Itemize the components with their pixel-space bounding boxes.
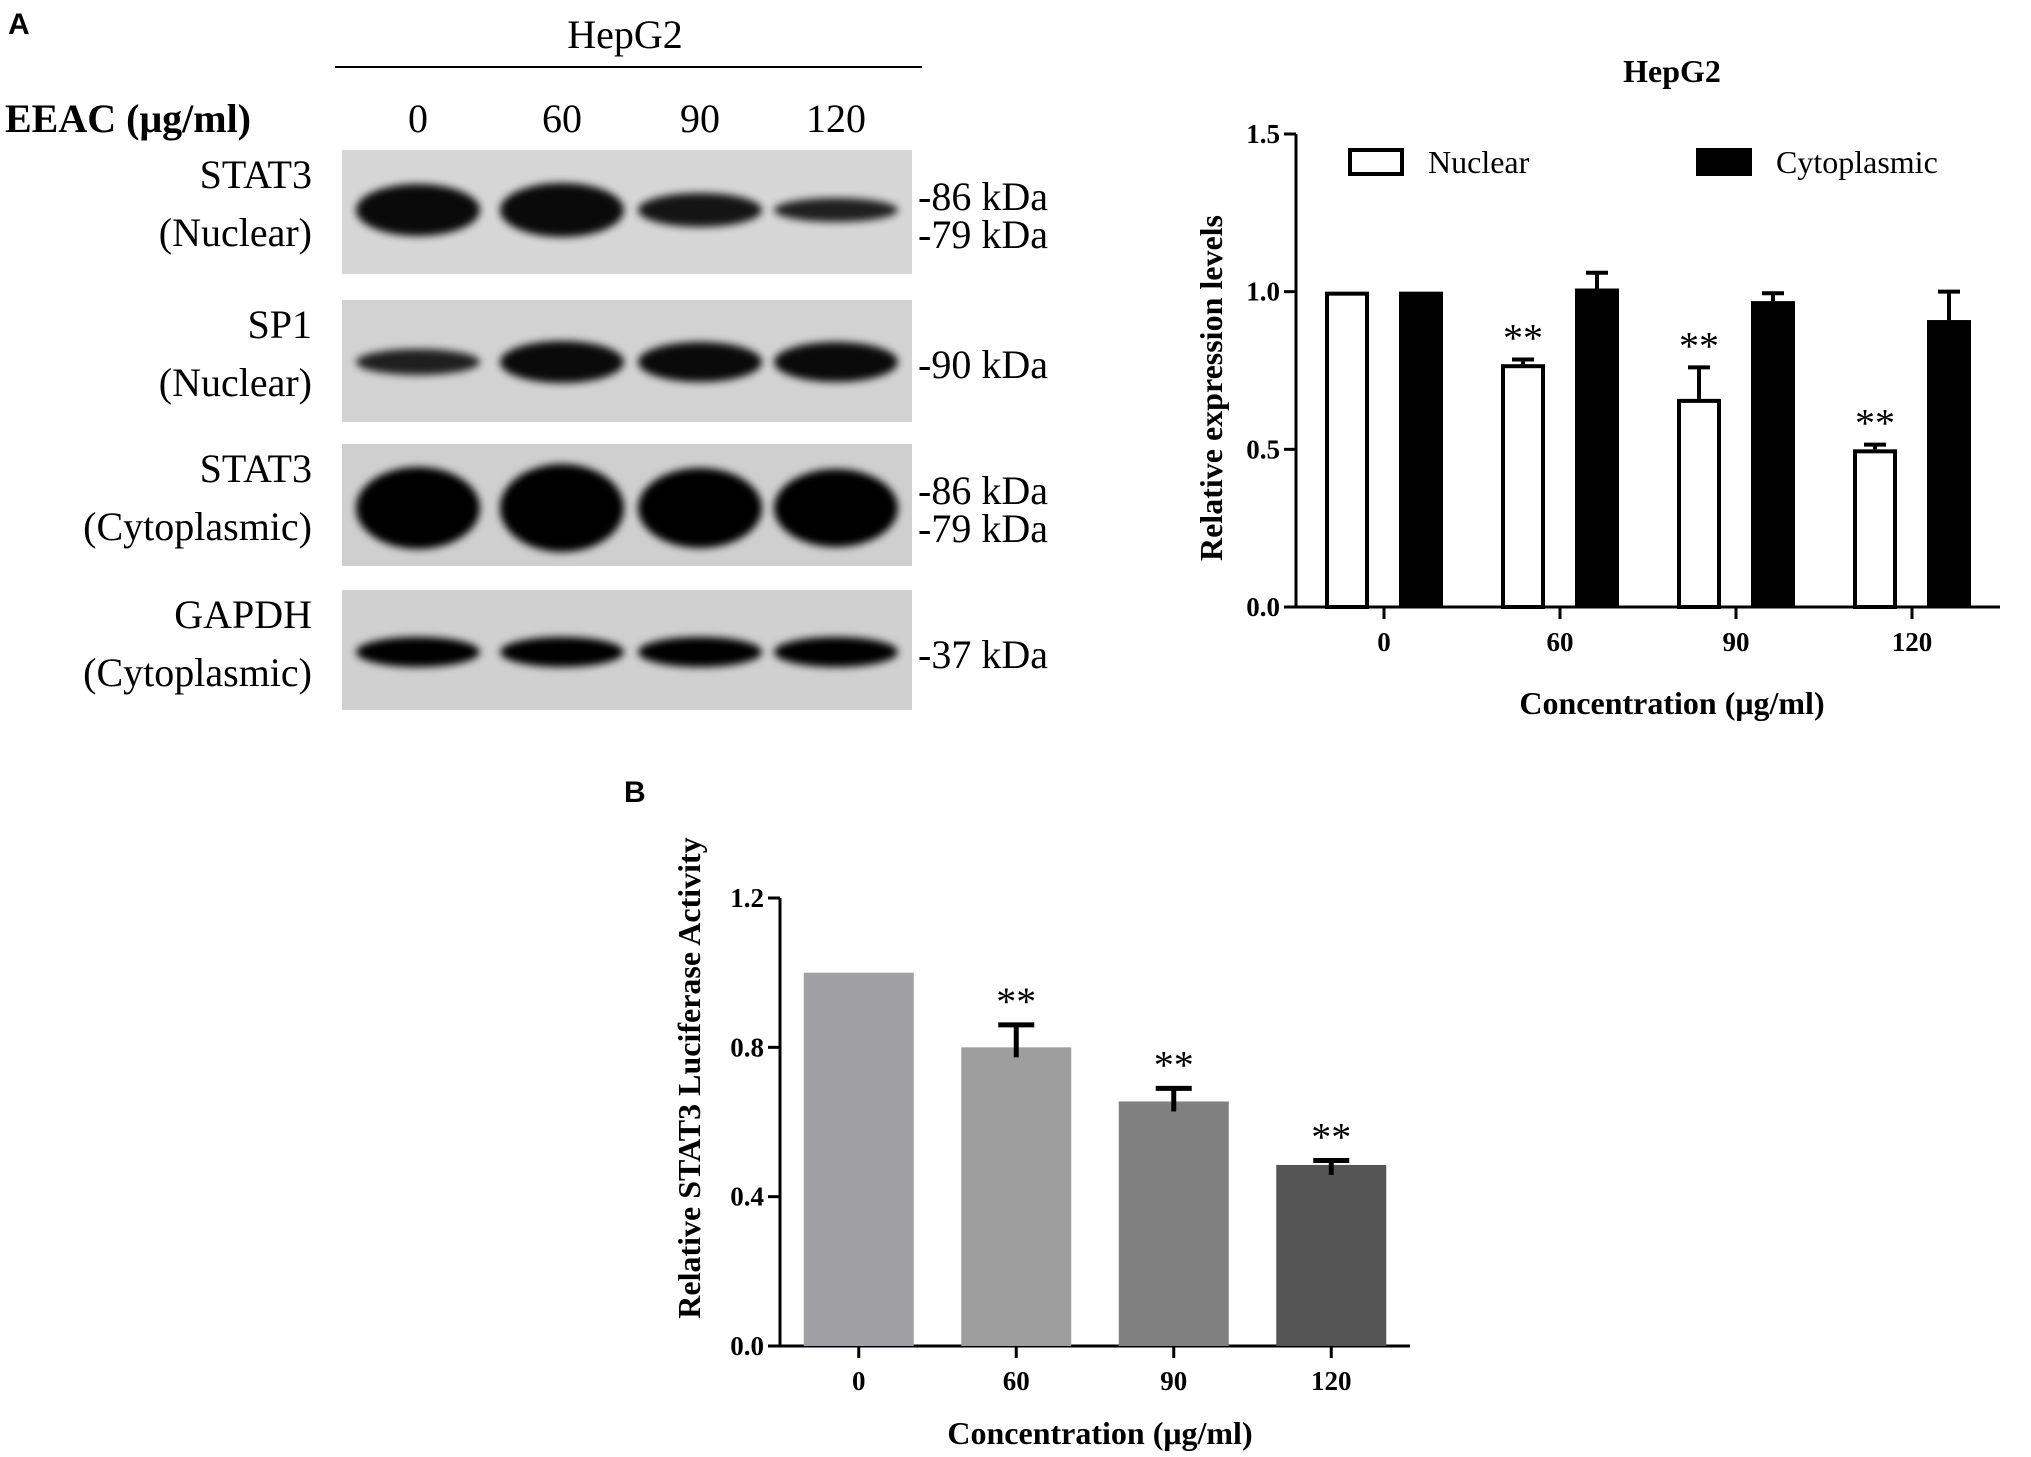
blot-band [356, 184, 480, 236]
y-tick-label: 0.4 [730, 1182, 764, 1212]
blot-fraction: (Nuclear) [159, 210, 312, 255]
legend-swatch [1696, 148, 1752, 176]
chart-b-ylabel: Relative STAT3 Luciferase Activity [671, 837, 707, 1318]
blot-treatment-label: EEAC (μg/ml) [5, 96, 251, 141]
blot-lane-labels: 0 60 90 120 [408, 96, 866, 141]
blot-protein-name: STAT3 [200, 446, 312, 491]
bar [1118, 1101, 1229, 1346]
blot-lane-label: 120 [806, 96, 866, 141]
significance-mark: ** [996, 979, 1036, 1024]
blot-band [500, 341, 624, 383]
blot-band [774, 198, 898, 222]
y-tick-label: 1.0 [1246, 277, 1280, 307]
blot-band [774, 469, 898, 547]
x-tick-label: 90 [1160, 1366, 1187, 1396]
blot-marker: -86 kDa [918, 174, 1048, 219]
blot-row: SP1 (Nuclear) -90 kDa [159, 300, 1048, 422]
bar [1927, 320, 1971, 607]
blot-band [774, 342, 898, 382]
blot-marker: -86 kDa [918, 468, 1048, 513]
blot-protein-name: STAT3 [200, 152, 312, 197]
chart-a-bars: ** ** ** [1325, 270, 1971, 610]
bar [1751, 301, 1795, 607]
blot-marker: -37 kDa [918, 632, 1048, 677]
y-tick-label: 0.8 [730, 1032, 764, 1062]
x-tick-label: 60 [1547, 627, 1574, 657]
y-tick-label: 1.5 [1246, 119, 1280, 149]
blot-cell-line: HepG2 [567, 12, 683, 57]
blot-row: STAT3 (Cytoplasmic) -86 kDa-79 kDa [83, 444, 1048, 566]
x-tick-label: 60 [1003, 1366, 1030, 1396]
blot-marker: -79 kDa [918, 506, 1048, 551]
significance-mark: ** [1503, 315, 1543, 360]
x-tick-label: 0 [852, 1366, 866, 1396]
blot-lane-label: 60 [542, 96, 582, 141]
blot-row: STAT3 (Nuclear) -86 kDa-79 kDa [159, 150, 1048, 274]
bar [961, 1047, 1072, 1346]
blot-band [500, 464, 624, 552]
y-tick-label: 1.2 [730, 883, 764, 913]
blot-band [774, 637, 898, 667]
chart-a-title: HepG2 [1623, 53, 1721, 89]
significance-mark: ** [1855, 401, 1895, 446]
legend-label: Nuclear [1428, 144, 1530, 180]
legend-swatch [1348, 148, 1404, 176]
y-tick-label: 0.0 [1246, 592, 1280, 622]
bar [1677, 398, 1721, 609]
x-tick-label: 120 [1892, 627, 1933, 657]
bar [1276, 1164, 1387, 1346]
blot-band [638, 468, 762, 548]
significance-mark: ** [1154, 1042, 1194, 1087]
blot-lane-label: 90 [680, 96, 720, 141]
blot-protein-name: SP1 [248, 302, 313, 347]
blot-fraction: (Cytoplasmic) [83, 650, 312, 695]
blot-lane-label: 0 [408, 96, 428, 141]
bar [1575, 288, 1619, 607]
y-tick-label: 0.0 [730, 1331, 764, 1361]
blot-band [500, 183, 624, 237]
blot-fraction: (Cytoplasmic) [83, 504, 312, 549]
blot-band [638, 637, 762, 667]
blot-row: GAPDH (Cytoplasmic) -37 kDa [83, 590, 1048, 710]
blot-marker: -90 kDa [918, 342, 1048, 387]
x-tick-label: 0 [1377, 627, 1391, 657]
chart-a-legend: Nuclear Cytoplasmic [1348, 144, 1938, 180]
bar [1501, 364, 1545, 609]
panel-a-label: A [8, 8, 30, 41]
chart-b: 0.0 0.4 0.8 1.2 0 60 90 120 ** ** ** Concentratio… [671, 837, 1410, 1451]
bar [803, 972, 914, 1346]
blot-band [638, 342, 762, 382]
chart-b-bars: ** ** ** [803, 972, 1387, 1346]
blot-protein-name: GAPDH [174, 592, 312, 637]
bar [1325, 291, 1369, 609]
significance-mark: ** [1679, 323, 1719, 368]
blot-band [500, 637, 624, 667]
legend-label: Cytoplasmic [1776, 144, 1938, 180]
chart-a-xlabel: Concentration (μg/ml) [1519, 685, 1824, 721]
blot-band [356, 637, 480, 667]
y-tick-label: 0.5 [1246, 434, 1280, 464]
significance-mark: ** [1311, 1114, 1351, 1159]
blot-band [356, 467, 480, 549]
chart-a: HepG2 0.0 0.5 1.0 1.5 0 60 90 120 ** ** ** Nuclea… [1193, 53, 2000, 721]
bar [1853, 449, 1897, 610]
blot-marker: -79 kDa [918, 212, 1048, 257]
blot-rows: STAT3(Nuclear)-86 kDa-79 kDaSP1(Nuclear)… [83, 150, 1048, 710]
x-tick-label: 90 [1723, 627, 1750, 657]
blot-band [356, 349, 480, 375]
panel-b-label: B [624, 776, 646, 809]
bar [1399, 291, 1443, 607]
x-tick-label: 120 [1311, 1366, 1352, 1396]
chart-b-xlabel: Concentration (μg/ml) [947, 1415, 1252, 1451]
blot-band [638, 193, 762, 227]
blot-fraction: (Nuclear) [159, 360, 312, 405]
chart-a-ylabel: Relative expression levels [1193, 215, 1229, 561]
western-blot: HepG2 EEAC (μg/ml) 0 60 90 120 STAT3 (Nuclea… [5, 12, 1048, 710]
